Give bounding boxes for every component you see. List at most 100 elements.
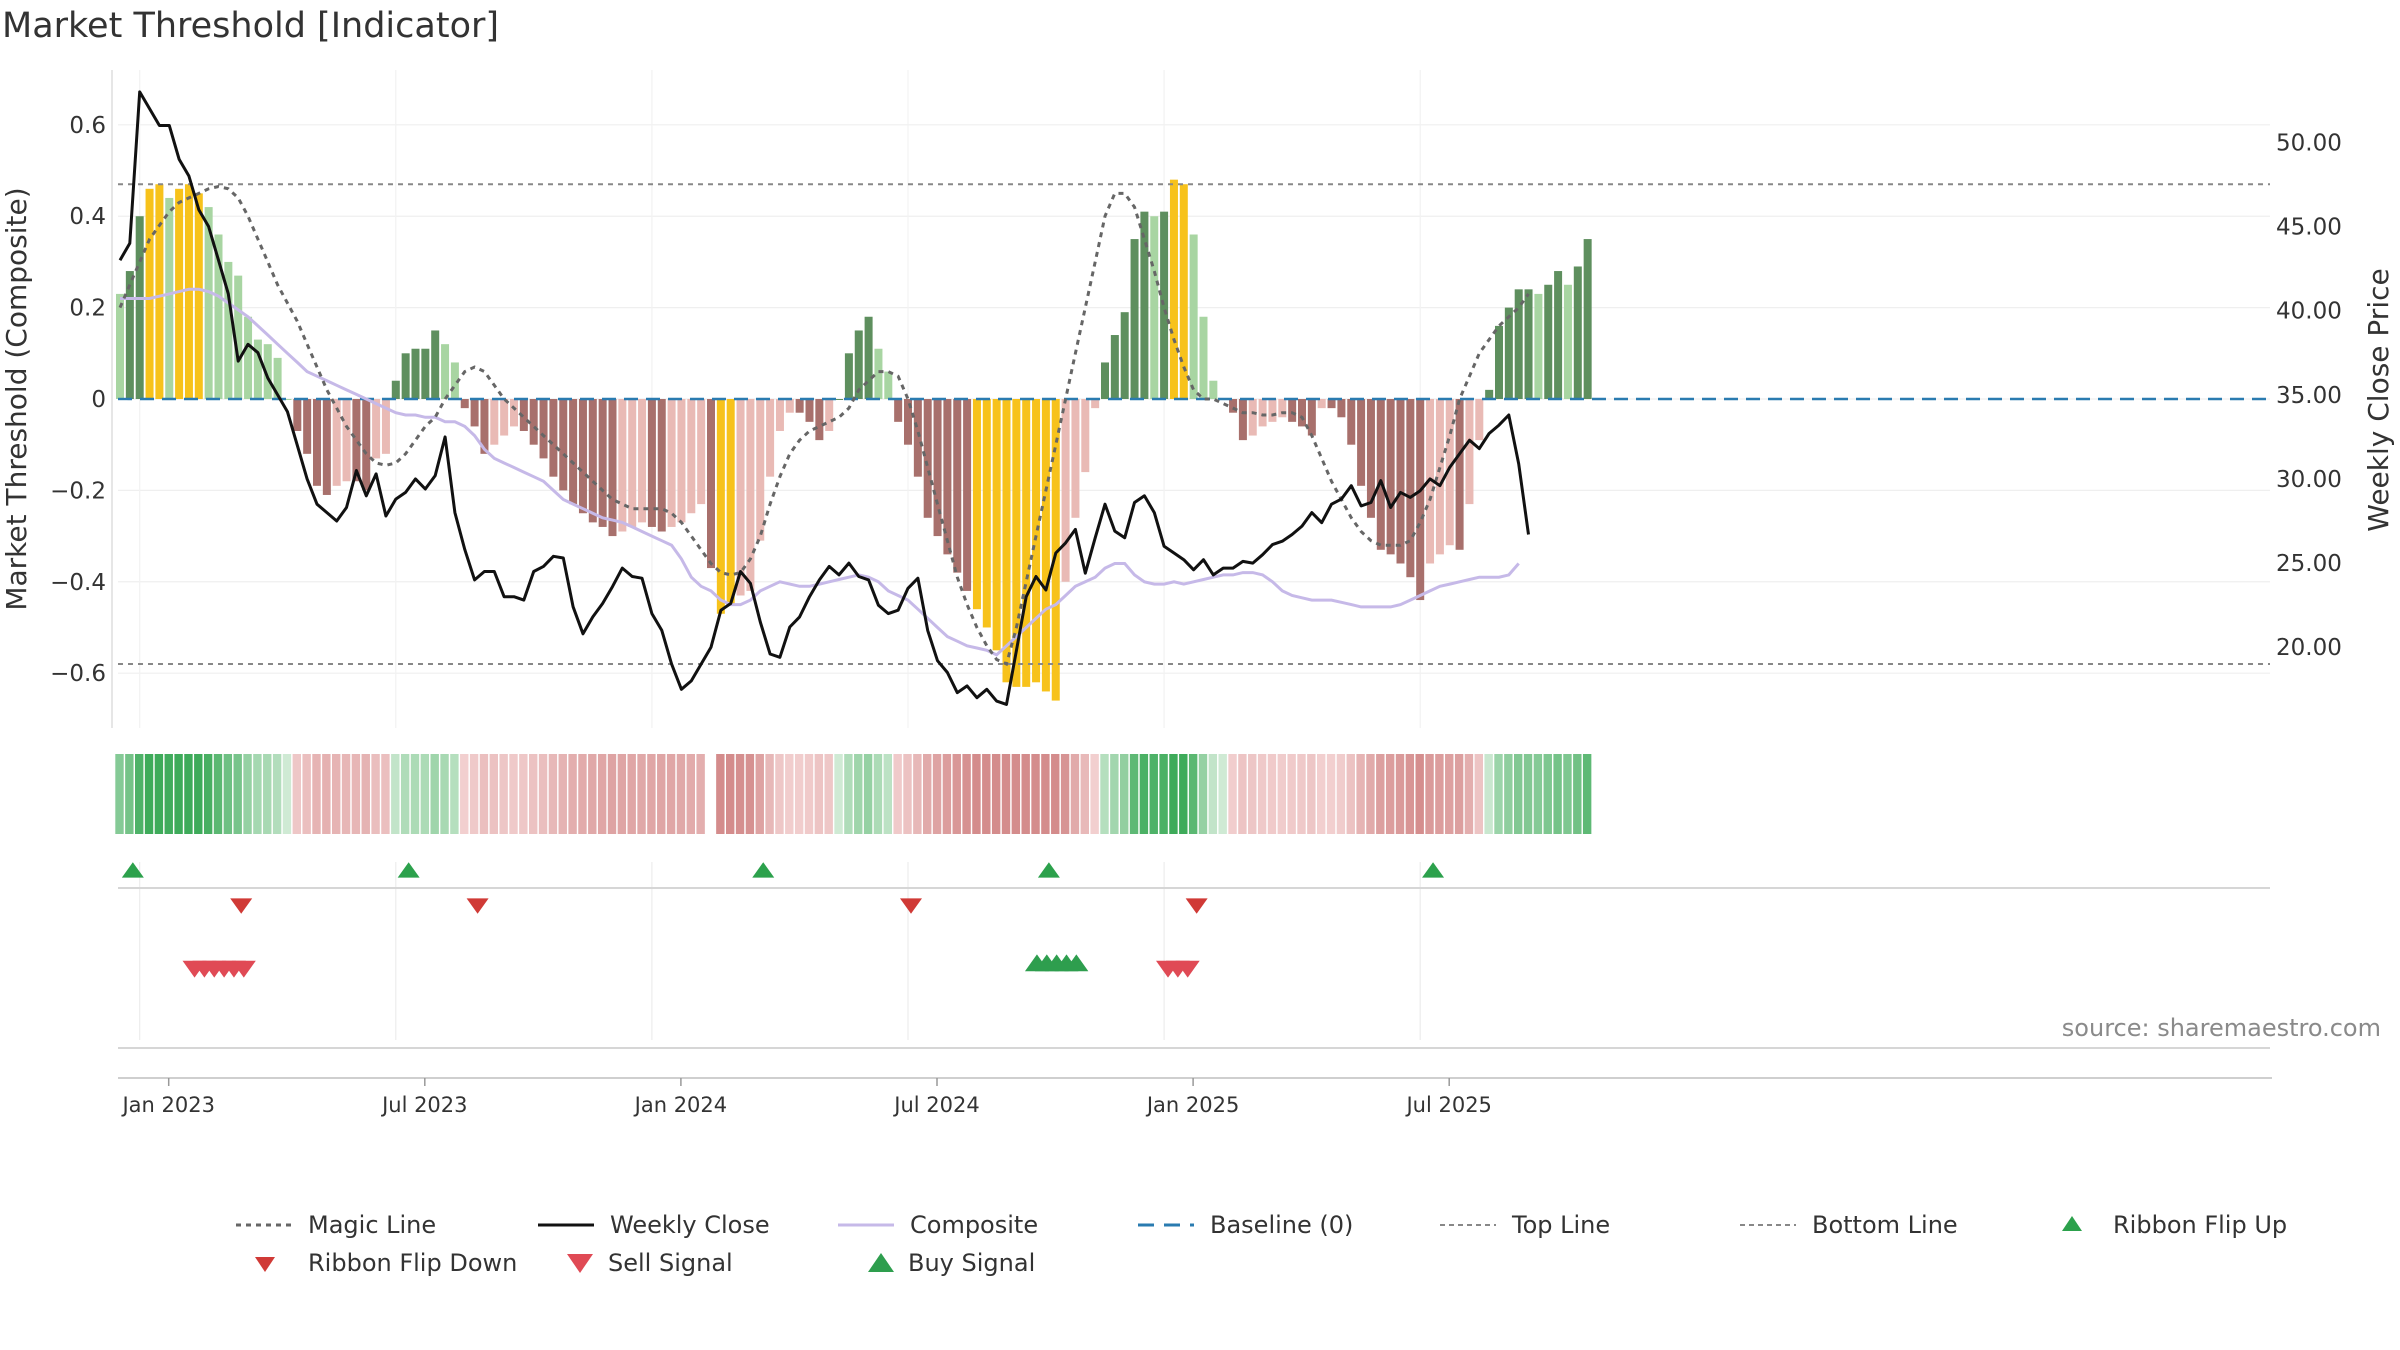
histogram-bar: [578, 399, 587, 514]
sell-signal-marker: [231, 960, 256, 978]
ribbon-cell: [1553, 754, 1562, 834]
histogram-bar: [490, 399, 499, 445]
histogram-bar: [569, 399, 578, 505]
ribbon-cell: [1238, 754, 1247, 834]
ribbon-cell: [716, 754, 725, 834]
ribbon-cell: [775, 754, 784, 834]
histogram-bar: [1002, 399, 1011, 683]
histogram-bar: [1110, 335, 1119, 399]
histogram-bar: [1495, 325, 1503, 399]
histogram-bar: [165, 197, 174, 399]
ribbon-cell: [1228, 754, 1237, 834]
histogram-bar: [293, 399, 302, 431]
ribbon-cell: [942, 754, 952, 834]
ribbon-cell: [785, 754, 794, 834]
histogram-bar: [1396, 399, 1405, 564]
legend-swatch-flipup: [2062, 1216, 2082, 1231]
histogram-bar: [923, 399, 932, 518]
ribbon-cell: [1159, 754, 1168, 834]
histogram-bar: [332, 399, 341, 486]
legend-label-flipdown: Ribbon Flip Down: [308, 1249, 517, 1277]
histogram-bar: [539, 399, 548, 459]
ribbon-cell: [391, 754, 400, 834]
y-right-tick-label: 50.00: [2276, 130, 2342, 156]
ribbon-flip-down-marker: [1185, 898, 1208, 914]
ribbon-cell: [1198, 754, 1208, 834]
ribbon-cell: [765, 754, 774, 834]
x-tick-label: Jan 2024: [633, 1093, 728, 1117]
grid-layer: [118, 70, 2270, 1040]
ribbon-cell: [1317, 754, 1326, 834]
histogram-bar: [1307, 399, 1316, 436]
histogram-bar: [1426, 399, 1435, 564]
ribbon-cell: [154, 754, 164, 834]
ribbon-cell: [991, 754, 1001, 834]
histogram-bar: [1357, 399, 1366, 486]
ribbon-cell: [519, 754, 528, 834]
histogram-bar: [204, 207, 213, 399]
y-left-tick-label: 0.4: [69, 204, 106, 230]
ribbon-cell: [1100, 754, 1109, 834]
ribbon-cell: [873, 754, 883, 834]
ribbon-cell: [529, 754, 538, 834]
ribbon-cell: [647, 754, 656, 834]
histogram-bar: [1386, 399, 1395, 555]
histogram-bar: [194, 193, 203, 399]
histogram-bar: [1524, 289, 1533, 399]
ribbon-cell: [607, 754, 617, 834]
histogram-bar: [825, 399, 834, 431]
ribbon-cell: [696, 754, 705, 834]
histogram-bar: [1101, 362, 1109, 399]
ribbon-cell: [755, 754, 764, 834]
magic-line: [118, 184, 1530, 667]
ribbon-cell: [203, 754, 213, 834]
histogram-bar: [244, 316, 253, 399]
ribbon-cell: [282, 754, 292, 834]
ribbon-cell: [735, 754, 745, 834]
y-right-tick-label: 35.00: [2276, 383, 2342, 409]
histogram-bar: [1544, 284, 1553, 399]
histogram-bar: [1169, 179, 1178, 399]
ribbon-cell: [233, 754, 242, 834]
histogram-bar: [1081, 399, 1090, 473]
ribbon-cell: [1248, 754, 1257, 834]
composite-line: [120, 287, 1520, 657]
histogram-bar: [795, 399, 804, 413]
histogram-bar: [529, 399, 538, 445]
legend-item-bottom: Bottom Line: [1740, 1211, 1958, 1239]
histogram-bar: [1435, 399, 1444, 555]
histogram-bar: [1406, 399, 1415, 578]
ribbon-cell: [1543, 754, 1552, 834]
ribbon-cell: [243, 754, 252, 834]
histogram-bar: [559, 399, 568, 491]
legend-item-buy: Buy Signal: [868, 1249, 1035, 1277]
histogram-bar: [1229, 399, 1238, 413]
histogram-bar: [677, 399, 686, 523]
legend-swatch-flipdown: [255, 1257, 275, 1272]
ribbon-cell: [834, 754, 843, 834]
ribbon-cell: [1188, 754, 1198, 834]
histogram-bar: [135, 216, 144, 399]
ribbon-cell: [332, 754, 341, 834]
ribbon-cell: [450, 754, 459, 834]
y-left-tick-label: −0.4: [50, 570, 106, 596]
histogram-bar: [1268, 399, 1277, 422]
histogram-bar: [953, 399, 962, 573]
histogram-bar: [549, 399, 558, 477]
legend-item-composite: Composite: [838, 1211, 1038, 1239]
y-left-tick-label: −0.2: [50, 478, 106, 504]
histogram-bar: [1504, 307, 1513, 399]
ribbon-cell: [1297, 754, 1306, 834]
ribbon-cell: [538, 754, 548, 834]
ribbon-cell: [1346, 754, 1355, 834]
ribbon-cell: [1405, 754, 1415, 834]
ribbon-cell: [400, 754, 410, 834]
ribbon-cell: [509, 754, 518, 834]
ribbon-cell: [420, 754, 430, 834]
histogram-bar: [697, 399, 706, 505]
ribbon-cell: [568, 754, 577, 834]
buy-signal-marker: [1064, 954, 1089, 972]
histogram-bar: [1130, 239, 1139, 399]
histogram-bar: [155, 184, 164, 399]
ribbon-cell: [726, 754, 735, 834]
